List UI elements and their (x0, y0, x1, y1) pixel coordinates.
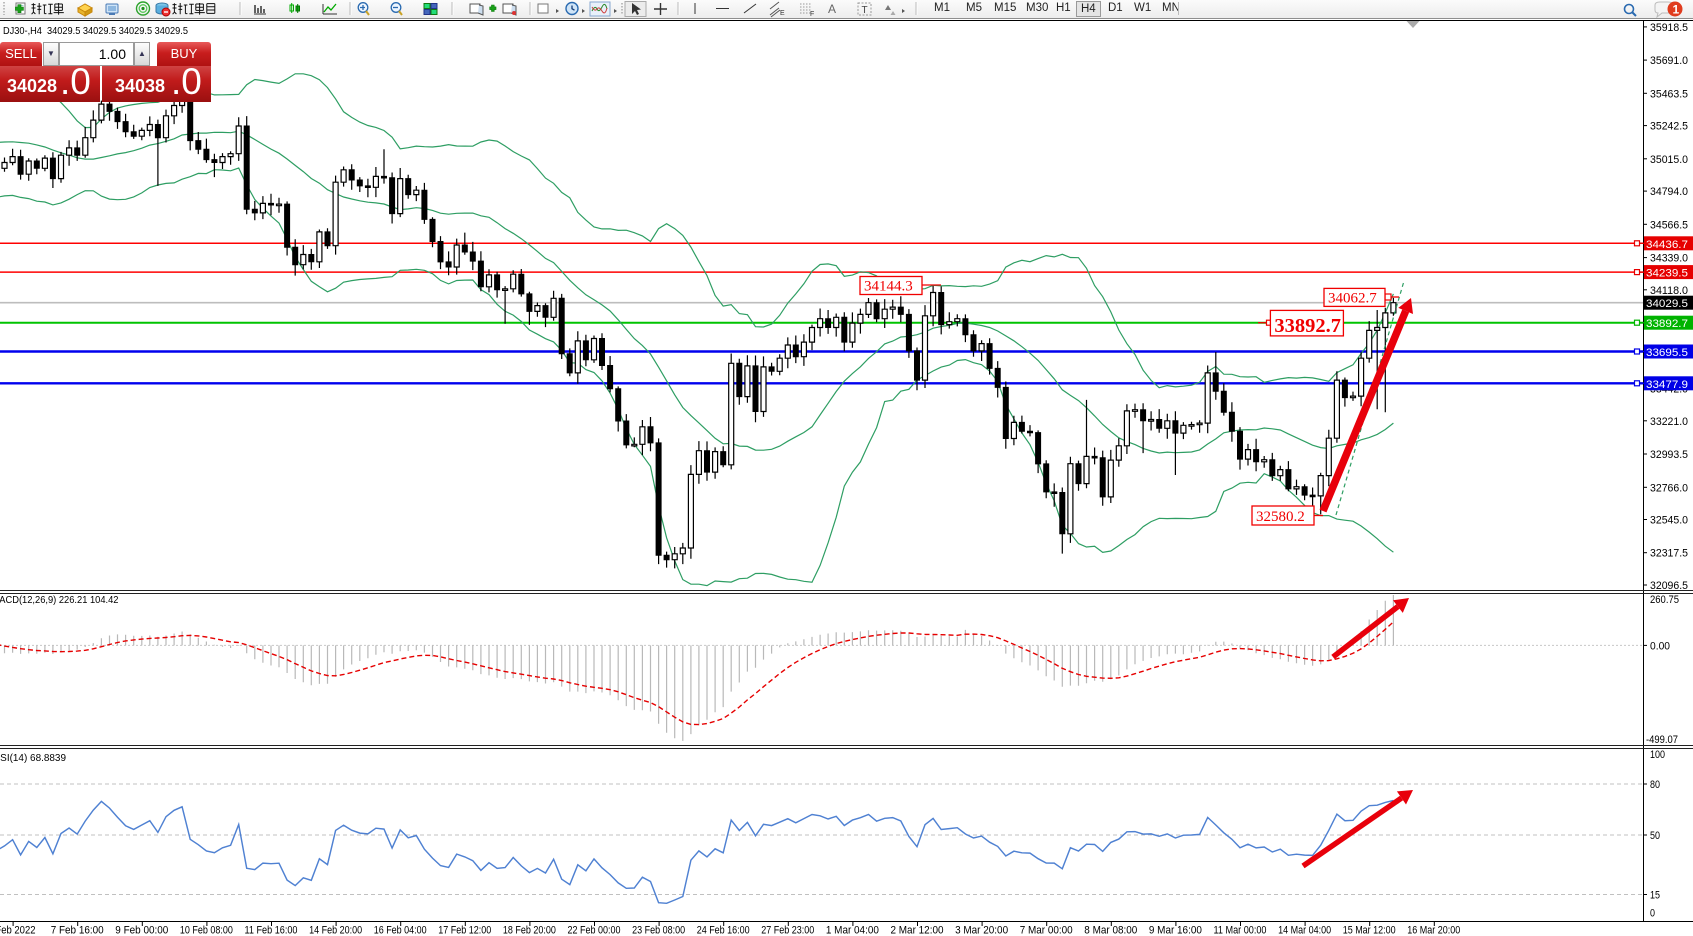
svg-text:1: 1 (1673, 3, 1680, 17)
svg-text:33477.9: 33477.9 (1646, 379, 1688, 391)
svg-text:14 Feb 20:00: 14 Feb 20:00 (309, 925, 362, 936)
svg-text:33892.7: 33892.7 (1274, 315, 1341, 337)
svg-text:MACD(12,26,9) 226.21 104.42: MACD(12,26,9) 226.21 104.42 (0, 595, 119, 606)
svg-text:27 Feb 23:00: 27 Feb 23:00 (761, 925, 814, 936)
svg-text:100: 100 (1650, 749, 1665, 761)
svg-text:24 Feb 16:00: 24 Feb 16:00 (697, 925, 750, 936)
svg-text:32766.0: 32766.0 (1650, 482, 1688, 494)
svg-text:10 Feb 08:00: 10 Feb 08:00 (180, 925, 233, 936)
svg-text:33695.5: 33695.5 (1646, 347, 1688, 359)
svg-text:E: E (780, 10, 785, 17)
svg-text:15 Mar 12:00: 15 Mar 12:00 (1343, 925, 1396, 936)
svg-text:11 Feb 16:00: 11 Feb 16:00 (245, 925, 298, 936)
svg-text:7 Mar 00:00: 7 Mar 00:00 (1020, 925, 1073, 936)
svg-text:260.75: 260.75 (1650, 594, 1679, 606)
svg-text:35691.0: 35691.0 (1650, 55, 1688, 67)
svg-text:32545.0: 32545.0 (1650, 515, 1688, 527)
svg-text:A: A (828, 2, 836, 16)
svg-text:9 Mar 16:00: 9 Mar 16:00 (1149, 925, 1202, 936)
svg-text:4 Feb 2022: 4 Feb 2022 (0, 925, 36, 936)
svg-text:F: F (810, 11, 814, 18)
svg-text:DJ30-,H4 34029.5 34029.5 3402: DJ30-,H4 34029.5 34029.5 34029.5 34029.5 (3, 26, 188, 37)
svg-text:33892.7: 33892.7 (1646, 318, 1688, 330)
svg-text:-499.07: -499.07 (1646, 734, 1678, 746)
svg-text:T: T (862, 5, 868, 16)
svg-text:34239.5: 34239.5 (1646, 268, 1688, 280)
svg-text:1 Mar 04:00: 1 Mar 04:00 (826, 925, 879, 936)
svg-text:34339.0: 34339.0 (1650, 253, 1688, 265)
svg-text:2 Mar 12:00: 2 Mar 12:00 (891, 925, 944, 936)
svg-text:80: 80 (1650, 779, 1660, 791)
svg-text:RSI(14) 68.8839: RSI(14) 68.8839 (0, 753, 66, 764)
svg-text:34118.0: 34118.0 (1650, 285, 1688, 297)
svg-text:34794.0: 34794.0 (1650, 186, 1688, 198)
svg-text:15: 15 (1650, 890, 1660, 902)
svg-text:34062.7: 34062.7 (1328, 290, 1377, 306)
svg-text:34029.5: 34029.5 (1646, 298, 1688, 310)
svg-text:23 Feb 08:00: 23 Feb 08:00 (632, 925, 685, 936)
svg-text:32096.5: 32096.5 (1650, 580, 1688, 592)
svg-text:18 Feb 20:00: 18 Feb 20:00 (503, 925, 556, 936)
svg-text:34144.3: 34144.3 (864, 279, 913, 295)
svg-text:9 Feb 00:00: 9 Feb 00:00 (115, 925, 168, 936)
svg-text:35242.5: 35242.5 (1650, 121, 1688, 133)
svg-text:7 Feb 16:00: 7 Feb 16:00 (51, 925, 104, 936)
svg-text:14 Mar 04:00: 14 Mar 04:00 (1278, 925, 1331, 936)
svg-text:32317.5: 32317.5 (1650, 548, 1688, 560)
svg-text:35015.0: 35015.0 (1650, 154, 1688, 166)
svg-text:0.00: 0.00 (1650, 640, 1670, 652)
svg-text:50: 50 (1650, 830, 1660, 842)
svg-text:34436.7: 34436.7 (1646, 239, 1688, 251)
svg-text:22 Feb 00:00: 22 Feb 00:00 (568, 925, 621, 936)
svg-text:16 Mar 20:00: 16 Mar 20:00 (1407, 925, 1460, 936)
svg-text:35463.5: 35463.5 (1650, 88, 1688, 100)
svg-text:32993.5: 32993.5 (1650, 449, 1688, 461)
svg-text:35918.5: 35918.5 (1650, 22, 1688, 34)
svg-text:34566.5: 34566.5 (1650, 219, 1688, 231)
svg-text:11 Mar 00:00: 11 Mar 00:00 (1214, 925, 1267, 936)
svg-text:32580.2: 32580.2 (1256, 509, 1305, 525)
svg-text:16 Feb 04:00: 16 Feb 04:00 (374, 925, 427, 936)
svg-text:3 Mar 20:00: 3 Mar 20:00 (955, 925, 1008, 936)
svg-text:8 Mar 08:00: 8 Mar 08:00 (1084, 925, 1137, 936)
svg-text:0: 0 (1650, 908, 1655, 920)
svg-text:33221.0: 33221.0 (1650, 416, 1688, 428)
svg-text:17 Feb 12:00: 17 Feb 12:00 (438, 925, 491, 936)
